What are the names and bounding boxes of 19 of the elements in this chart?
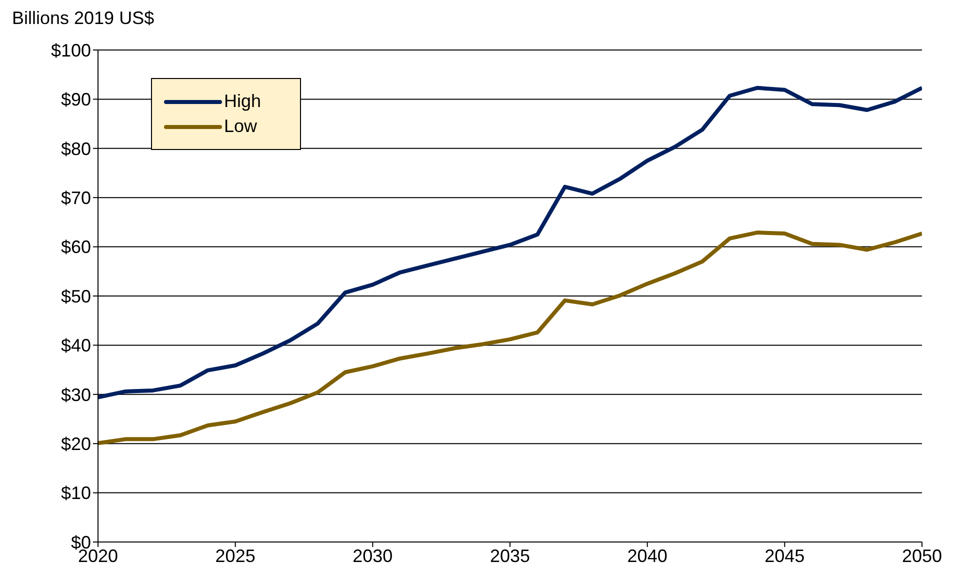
legend-label: Low [224,116,258,137]
y-tick-label: $50 [60,286,91,306]
y-tick-label: $70 [60,188,91,208]
x-tick-label: 2030 [352,546,393,566]
legend-label: High [224,91,262,112]
y-tick-label: $40 [60,336,91,356]
y-tick-label: $60 [60,237,91,258]
y-tick-label: $90 [60,90,91,110]
y-tick-label: $20 [60,434,91,454]
x-tick-label: 2035 [490,546,530,566]
x-tick-label: 2050 [902,546,942,566]
x-tick-label: 2040 [627,546,668,566]
y-tick-label: $30 [60,384,91,405]
y-tick-label: $100 [50,40,91,60]
y-tick-label: $80 [60,138,91,159]
x-tick-label: 2045 [764,546,805,566]
x-tick-label: 2025 [215,546,256,566]
y-axis-title: Billions 2019 US$ [12,8,154,29]
y-tick-label: $10 [60,483,91,504]
